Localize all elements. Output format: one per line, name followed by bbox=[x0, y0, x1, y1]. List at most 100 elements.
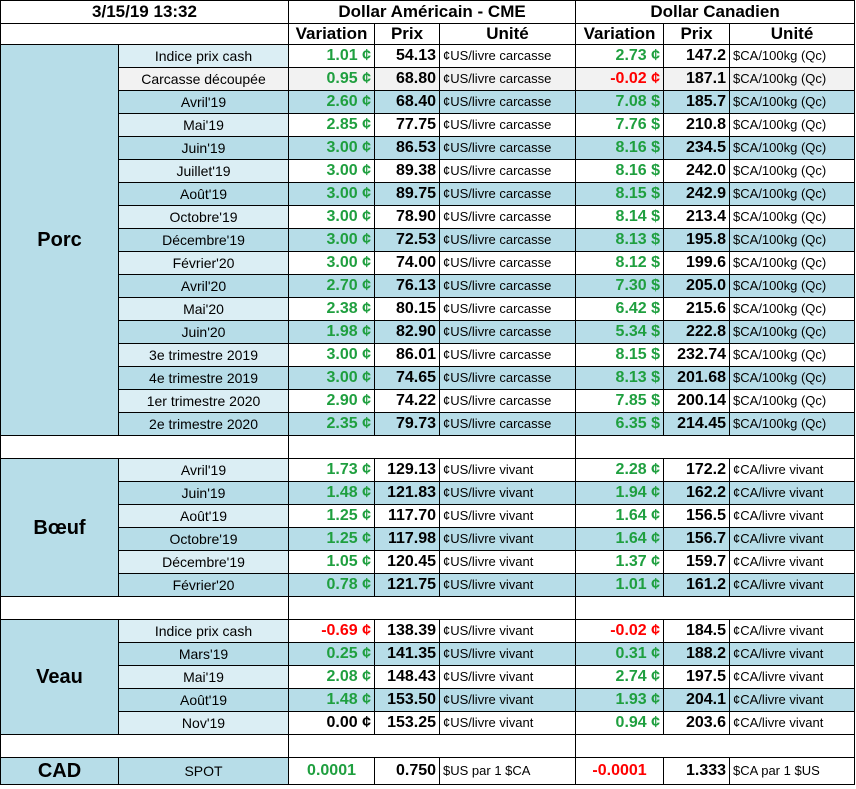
cad-unit: $CA/100kg (Qc) bbox=[729, 297, 856, 321]
cad-unit: ¢CA/livre vivant bbox=[729, 665, 856, 689]
row-label: 4e trimestre 2019 bbox=[117, 366, 290, 390]
table-row: Mars'19 0.25 ¢ 141.35 ¢US/livre vivant 0.31 … bbox=[1, 642, 856, 666]
group-label: Porc bbox=[0, 44, 119, 436]
usd-unit: ¢US/livre carcasse bbox=[439, 412, 577, 436]
row-label: Avril'20 bbox=[117, 274, 290, 298]
row-label: Mars'19 bbox=[117, 642, 290, 666]
cad-usd-variation: 0.0001 bbox=[288, 757, 376, 785]
table-row: Carcasse découpée 0.95 ¢ 68.80 ¢US/livre ca… bbox=[1, 67, 856, 91]
usd-variation: -0.69 ¢ bbox=[288, 619, 376, 643]
table-row: Août'19 1.25 ¢ 117.70 ¢US/livre vivant 1.64 … bbox=[1, 504, 856, 528]
row-label: Août'19 bbox=[117, 504, 290, 528]
row-label: Juillet'19 bbox=[117, 159, 290, 183]
usd-variation: 0.95 ¢ bbox=[288, 67, 376, 91]
cad-unit: ¢CA/livre vivant bbox=[729, 550, 856, 574]
spacer-cell bbox=[575, 435, 856, 459]
row-label: Juin'20 bbox=[117, 320, 290, 344]
spacer-cell bbox=[0, 435, 290, 459]
cad-price: 185.7 bbox=[663, 90, 731, 114]
usd-price: 141.35 bbox=[374, 642, 441, 666]
group-label: Veau bbox=[0, 619, 119, 735]
cad-price: 184.5 bbox=[663, 619, 731, 643]
usd-unit: ¢US/livre carcasse bbox=[439, 389, 577, 413]
usd-price: 89.75 bbox=[374, 182, 441, 206]
row-label: Mai'19 bbox=[117, 113, 290, 137]
cad-price: 200.14 bbox=[663, 389, 731, 413]
table-row: 1er trimestre 2020 2.90 ¢ 74.22 ¢US/livre c… bbox=[1, 389, 856, 413]
usd-price: 79.73 bbox=[374, 412, 441, 436]
cad-title: Dollar Canadien bbox=[575, 0, 856, 24]
cad-variation: 2.74 ¢ bbox=[575, 665, 665, 689]
table-row: Bœuf Avril'19 1.73 ¢ 129.13 ¢US/livre vivant… bbox=[0, 458, 856, 597]
usd-unit: ¢US/livre carcasse bbox=[439, 44, 577, 68]
usd-variation: 2.90 ¢ bbox=[288, 389, 376, 413]
usd-unit: ¢US/livre carcasse bbox=[439, 90, 577, 114]
row-label: Nov'19 bbox=[117, 711, 290, 735]
usd-price: 68.40 bbox=[374, 90, 441, 114]
cad-unit: $CA/100kg (Qc) bbox=[729, 389, 856, 413]
usd-price: 138.39 bbox=[374, 619, 441, 643]
header-row: 3/15/19 13:32 Dollar Américain - CME Dol… bbox=[0, 0, 856, 24]
cad-price: 214.45 bbox=[663, 412, 731, 436]
cad-row: CAD SPOT 0.0001 0.750 $US par 1 $CA -0.0001 1.… bbox=[0, 757, 856, 785]
row-label: Octobre'19 bbox=[117, 205, 290, 229]
usd-variation: 2.70 ¢ bbox=[288, 274, 376, 298]
usd-unit: ¢US/livre carcasse bbox=[439, 182, 577, 206]
usd-price: 89.38 bbox=[374, 159, 441, 183]
cad-unit: $CA/100kg (Qc) bbox=[729, 366, 856, 390]
usd-price: 117.70 bbox=[374, 504, 441, 528]
row-label: Juin'19 bbox=[117, 481, 290, 505]
cad-unit: ¢CA/livre vivant bbox=[729, 642, 856, 666]
cad-unit: ¢CA/livre vivant bbox=[729, 573, 856, 597]
usd-unit: ¢US/livre vivant bbox=[439, 504, 577, 528]
usd-price: 86.01 bbox=[374, 343, 441, 367]
usd-variation: 1.48 ¢ bbox=[288, 688, 376, 712]
table-row: Veau Indice prix cash -0.69 ¢ 138.39 ¢US/liv… bbox=[0, 619, 856, 735]
cad-variation: 1.64 ¢ bbox=[575, 527, 665, 551]
usd-col-unite: Unité bbox=[439, 23, 577, 45]
usd-variation: 2.38 ¢ bbox=[288, 297, 376, 321]
cad-label: CAD bbox=[0, 757, 119, 785]
usd-unit: ¢US/livre carcasse bbox=[439, 297, 577, 321]
usd-price: 117.98 bbox=[374, 527, 441, 551]
row-label: Indice prix cash bbox=[117, 619, 290, 643]
usd-price: 86.53 bbox=[374, 136, 441, 160]
row-label: Avril'19 bbox=[117, 90, 290, 114]
usd-price: 77.75 bbox=[374, 113, 441, 137]
cad-unit: ¢CA/livre vivant bbox=[729, 458, 856, 482]
header-blank bbox=[0, 23, 290, 45]
cad-price: 188.2 bbox=[663, 642, 731, 666]
table-row: Avril'20 2.70 ¢ 76.13 ¢US/livre carcasse 7.3… bbox=[1, 274, 856, 298]
spacer-cell bbox=[288, 435, 577, 459]
usd-unit: ¢US/livre carcasse bbox=[439, 136, 577, 160]
table-row: Juin'19 3.00 ¢ 86.53 ¢US/livre carcasse 8.16… bbox=[1, 136, 856, 160]
spacer-row bbox=[0, 596, 856, 620]
usd-price: 121.75 bbox=[374, 573, 441, 597]
usd-unit: ¢US/livre vivant bbox=[439, 711, 577, 735]
subheader-row: Variation Prix Unité Variation Prix Unité bbox=[0, 23, 856, 45]
usd-unit: ¢US/livre vivant bbox=[439, 481, 577, 505]
usd-unit: ¢US/livre vivant bbox=[439, 619, 577, 643]
usd-unit: ¢US/livre carcasse bbox=[439, 366, 577, 390]
usd-price: 68.80 bbox=[374, 67, 441, 91]
usd-price: 74.00 bbox=[374, 251, 441, 275]
usd-price: 82.90 bbox=[374, 320, 441, 344]
spacer-cell bbox=[575, 596, 856, 620]
usd-unit: ¢US/livre carcasse bbox=[439, 251, 577, 275]
table-row: 2e trimestre 2020 2.35 ¢ 79.73 ¢US/livre ca… bbox=[1, 412, 856, 436]
cad-variation: 7.76 $ bbox=[575, 113, 665, 137]
cad-variation: 7.30 $ bbox=[575, 274, 665, 298]
cad-unit: ¢CA/livre vivant bbox=[729, 619, 856, 643]
usd-variation: 1.05 ¢ bbox=[288, 550, 376, 574]
usd-unit: ¢US/livre carcasse bbox=[439, 159, 577, 183]
cad-unit: $CA/100kg (Qc) bbox=[729, 136, 856, 160]
usd-unit: ¢US/livre vivant bbox=[439, 665, 577, 689]
row-label: 1er trimestre 2020 bbox=[117, 389, 290, 413]
row-label: Avril'19 bbox=[117, 458, 290, 482]
usd-unit: ¢US/livre carcasse bbox=[439, 205, 577, 229]
cad-price: 204.1 bbox=[663, 688, 731, 712]
spacer-cell bbox=[288, 734, 577, 758]
cad-unit: ¢CA/livre vivant bbox=[729, 481, 856, 505]
table-row: Juillet'19 3.00 ¢ 89.38 ¢US/livre carcasse 8… bbox=[1, 159, 856, 183]
